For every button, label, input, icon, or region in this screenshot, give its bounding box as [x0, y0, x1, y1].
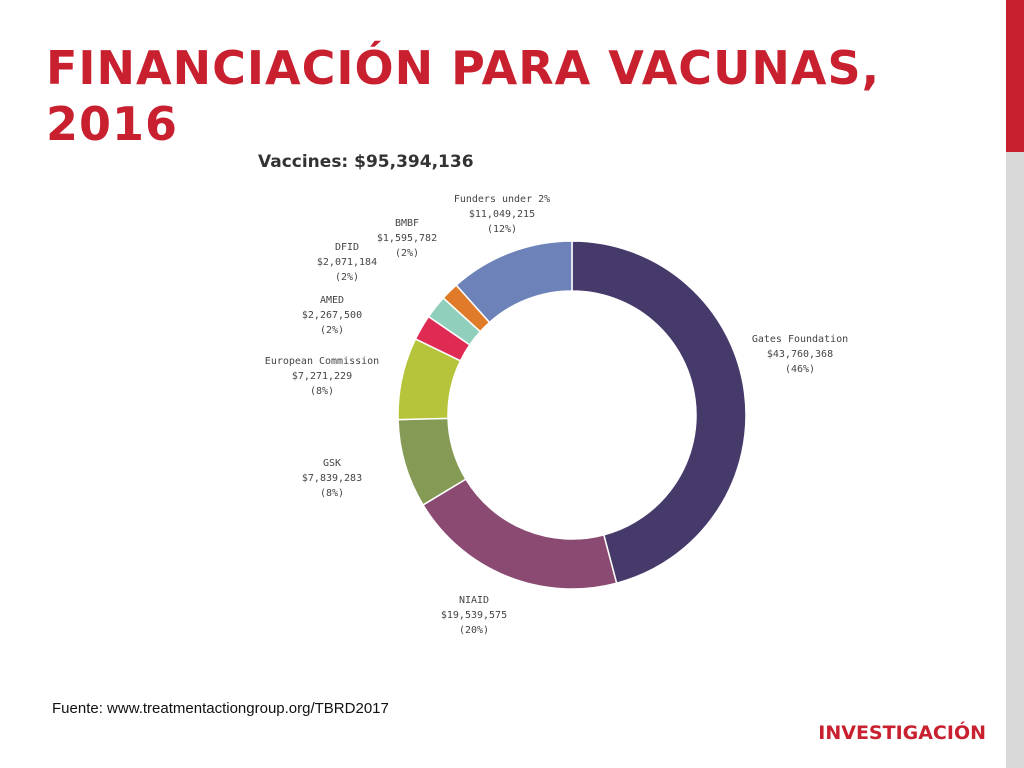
label-percent: (2%)	[395, 248, 419, 259]
label-amount: $2,267,500	[302, 310, 362, 321]
slice-label: BMBF $1,595,782 (2%)	[377, 218, 437, 259]
slice-funders-under-2-	[455, 240, 573, 324]
slide-title: FINANCIACIÓN PARA VACUNAS, 2016	[46, 41, 881, 151]
slice-label: NIAID $19,539,575 (20%)	[441, 595, 507, 636]
label-name: DFID	[335, 242, 359, 253]
slice-label: Funders under 2% $11,049,215 (12%)	[454, 194, 550, 235]
label-name: NIAID	[459, 595, 489, 606]
chart-title: Vaccines: $95,394,136	[258, 152, 474, 172]
slice-label: Gates Foundation $43,760,368 (46%)	[752, 334, 848, 375]
label-percent: (2%)	[335, 272, 359, 283]
slice-label: AMED $2,267,500 (2%)	[302, 295, 362, 336]
donut-chart: Vaccines: $95,394,136 Gates Foundation $4…	[250, 140, 870, 640]
label-name: AMED	[320, 295, 344, 306]
accent-bar-gray	[1006, 152, 1024, 768]
label-amount: $7,839,283	[302, 473, 362, 484]
label-name: GSK	[323, 458, 341, 469]
label-amount: $19,539,575	[441, 610, 507, 621]
label-amount: $43,760,368	[767, 349, 833, 360]
section-label: INVESTIGACIÓN	[818, 722, 986, 744]
slice-gates-foundation	[571, 240, 747, 585]
label-amount: $1,595,782	[377, 233, 437, 244]
accent-bar-red	[1006, 0, 1024, 152]
label-percent: (8%)	[320, 488, 344, 499]
slice-label: GSK $7,839,283 (8%)	[302, 458, 362, 499]
slice-niaid	[422, 478, 618, 590]
label-percent: (12%)	[487, 224, 517, 235]
label-amount: $7,271,229	[292, 371, 352, 382]
slice-label: DFID $2,071,184 (2%)	[317, 242, 377, 283]
slice-label: European Commission $7,271,229 (8%)	[265, 356, 379, 397]
label-amount: $2,071,184	[317, 257, 377, 268]
label-percent: (2%)	[320, 325, 344, 336]
label-name: Gates Foundation	[752, 334, 848, 345]
label-percent: (20%)	[459, 625, 489, 636]
labels-layer: Gates Foundation $43,760,368 (46%) NIAID $19…	[265, 194, 848, 636]
label-amount: $11,049,215	[469, 209, 535, 220]
label-name: European Commission	[265, 356, 379, 367]
label-percent: (8%)	[310, 386, 334, 397]
label-percent: (46%)	[785, 364, 815, 375]
chart-svg: Vaccines: $95,394,136 Gates Foundation $4…	[258, 152, 848, 636]
slices-layer	[397, 240, 747, 590]
label-name: BMBF	[395, 218, 419, 229]
label-name: Funders under 2%	[454, 194, 550, 205]
source-note: Fuente: www.treatmentactiongroup.org/TBR…	[52, 700, 389, 717]
